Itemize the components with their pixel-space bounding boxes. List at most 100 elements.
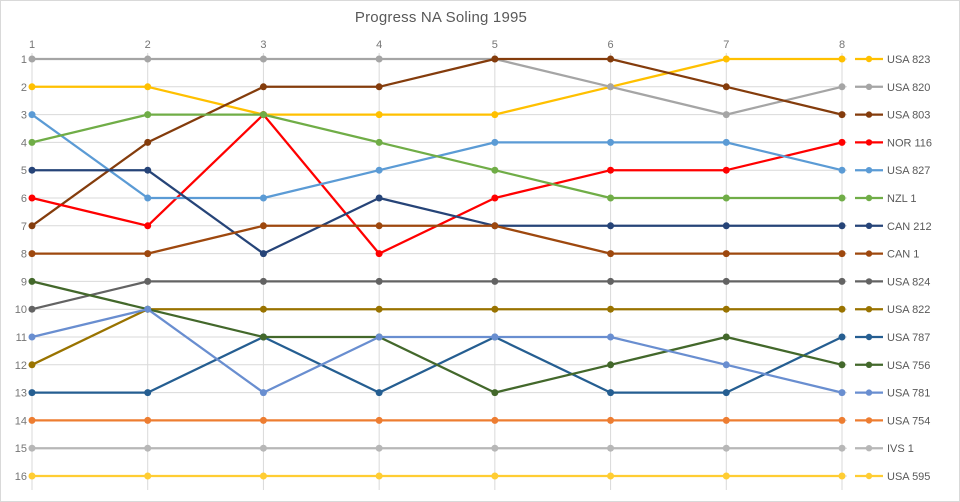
data-point	[607, 277, 615, 285]
y-tick-label: 3	[21, 110, 27, 122]
legend-label: USA 803	[887, 110, 930, 122]
legend-item-nzl-1: NZL 1	[855, 193, 917, 205]
series-can-1	[28, 222, 846, 258]
data-point	[722, 305, 730, 313]
data-point	[259, 250, 267, 258]
data-point	[607, 166, 615, 174]
data-point	[838, 389, 846, 397]
data-point	[491, 194, 499, 202]
data-point	[259, 305, 267, 313]
data-point	[491, 305, 499, 313]
legend-item-usa-803: USA 803	[855, 110, 930, 122]
series-line	[32, 224, 842, 255]
legend-item-ivs-1: IVS 1	[855, 443, 914, 455]
data-point	[144, 222, 152, 230]
series-ivs-1	[28, 444, 846, 452]
data-point	[144, 444, 152, 452]
data-point	[607, 361, 615, 369]
data-point	[375, 389, 383, 397]
data-point	[259, 222, 267, 230]
data-point	[838, 444, 846, 452]
x-tick-label: 5	[492, 39, 498, 51]
data-point	[144, 416, 152, 424]
data-point	[607, 472, 615, 480]
data-point	[28, 222, 36, 230]
series-line	[32, 57, 843, 116]
legend-label: USA 787	[887, 332, 930, 344]
data-point	[144, 111, 152, 119]
legend-label: USA 756	[887, 360, 930, 372]
data-point	[607, 444, 615, 452]
series-usa-824	[28, 277, 846, 313]
data-point	[491, 166, 499, 174]
data-point	[28, 194, 36, 202]
data-point	[607, 194, 615, 202]
series-line	[31, 113, 842, 200]
legend-label: USA 820	[887, 82, 930, 94]
data-point	[607, 305, 615, 313]
legend-marker	[865, 55, 873, 63]
legend-marker	[865, 417, 873, 424]
series-nzl-1	[28, 111, 846, 202]
data-point	[722, 361, 730, 369]
data-point	[144, 166, 152, 174]
legend-label: CAN 212	[887, 221, 932, 233]
data-point	[838, 250, 846, 258]
data-point	[375, 416, 383, 424]
legend: USA 823 USA 820 USA 803 NOR 116 USA 827 NZL 1…	[855, 54, 932, 483]
y-tick-label: 12	[15, 360, 27, 372]
data-point	[375, 83, 383, 91]
data-point	[838, 305, 846, 313]
legend-item-usa-787: USA 787	[855, 332, 930, 344]
legend-marker	[865, 333, 873, 341]
data-point	[838, 472, 846, 480]
data-point	[491, 389, 499, 397]
x-tick-label: 8	[839, 39, 845, 51]
data-point	[607, 389, 615, 397]
x-tick-label: 4	[376, 39, 382, 51]
legend-marker	[865, 278, 873, 285]
x-tick-label: 6	[608, 39, 614, 51]
series-line	[32, 169, 842, 255]
x-tick-label: 3	[260, 39, 266, 51]
data-point	[259, 277, 267, 285]
data-point	[722, 222, 730, 230]
legend-item-usa-824: USA 824	[855, 276, 930, 288]
y-tick-label: 6	[21, 193, 27, 205]
data-point	[259, 333, 267, 341]
data-point	[838, 416, 846, 424]
data-point	[722, 333, 730, 341]
data-point	[838, 55, 846, 63]
data-point	[28, 389, 36, 397]
series-usa-754	[28, 416, 846, 424]
legend-label: NZL 1	[887, 193, 917, 205]
data-point	[144, 55, 152, 63]
data-point	[375, 194, 383, 202]
data-point	[259, 194, 267, 202]
data-point	[375, 250, 383, 258]
legend-marker	[865, 250, 873, 257]
data-point	[491, 111, 499, 119]
data-point	[28, 472, 36, 480]
legend-item-usa-756: USA 756	[855, 360, 930, 372]
data-point	[144, 194, 152, 202]
y-tick-label: 9	[21, 276, 27, 288]
data-point	[259, 55, 267, 63]
data-point	[722, 166, 730, 174]
data-point	[722, 389, 730, 397]
legend-item-usa-822: USA 822	[855, 304, 930, 316]
legend-marker	[865, 445, 873, 452]
data-point	[28, 83, 36, 91]
series-line	[32, 57, 842, 116]
data-point	[607, 222, 615, 230]
legend-marker	[865, 361, 873, 368]
data-point	[28, 416, 36, 424]
x-tick-label: 2	[145, 39, 151, 51]
data-point	[375, 166, 383, 174]
data-point	[375, 472, 383, 480]
legend-label: USA 781	[887, 388, 930, 400]
data-point	[28, 166, 36, 174]
series-usa-803	[28, 55, 846, 230]
data-point	[375, 277, 383, 285]
